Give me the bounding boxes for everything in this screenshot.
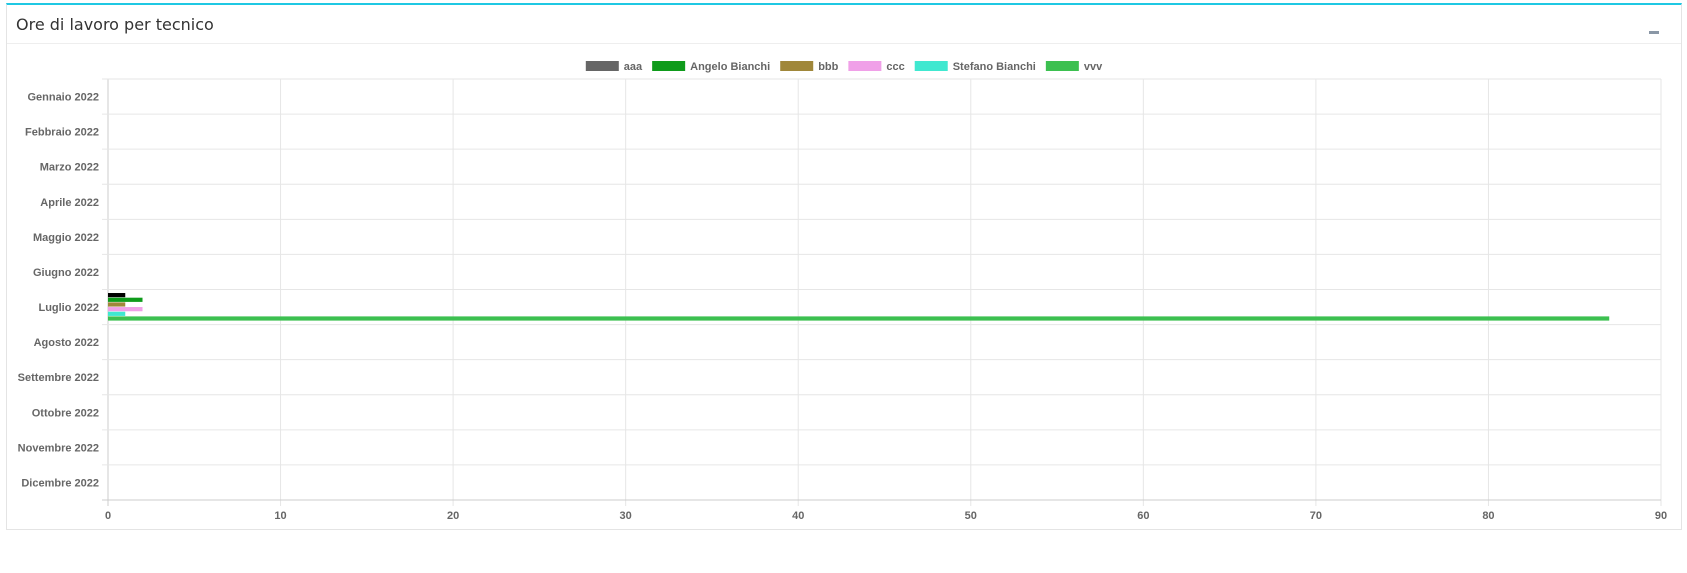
x-tick-label: 90: [1655, 510, 1667, 522]
y-tick-label: Marzo 2022: [40, 162, 99, 174]
bar-bbb[interactable]: [108, 302, 126, 307]
legend-swatch[interactable]: [914, 61, 948, 71]
legend-swatch[interactable]: [780, 61, 814, 71]
x-tick-label: 60: [1137, 510, 1149, 522]
panel-header: Ore di lavoro per tecnico: [7, 5, 1681, 44]
legend-swatch[interactable]: [585, 61, 619, 71]
legend-label-5[interactable]: vvv: [1084, 61, 1103, 73]
y-tick-label: Ottobre 2022: [32, 407, 99, 419]
legend-label-4[interactable]: Stefano Bianchi: [953, 61, 1036, 73]
bar-chart: aaa Angelo Bianchi bbb ccc Stefano Bianchi vv…: [7, 44, 1681, 529]
legend-swatch[interactable]: [1045, 61, 1079, 71]
x-tick-label: 40: [792, 510, 804, 522]
y-tick-label: Maggio 2022: [33, 232, 99, 244]
y-tick-label: Aprile 2022: [40, 197, 99, 209]
legend-swatch[interactable]: [848, 61, 882, 71]
legend-label-0[interactable]: aaa: [624, 61, 643, 73]
y-tick-label: Gennaio 2022: [27, 92, 99, 104]
chart-svg: aaa Angelo Bianchi bbb ccc Stefano Bianchi vv…: [18, 61, 1667, 522]
bar-aaa[interactable]: [108, 293, 126, 298]
y-tick-label: Agosto 2022: [34, 337, 99, 349]
chart-panel: Ore di lavoro per tecnico aaa Angelo Bian…: [6, 3, 1682, 530]
legend-label-3[interactable]: ccc: [886, 61, 904, 73]
minus-icon: [1649, 31, 1659, 34]
x-tick-label: 0: [105, 510, 111, 522]
legend-swatch[interactable]: [652, 61, 686, 71]
bar-stefano-bianchi[interactable]: [108, 311, 126, 316]
x-tick-label: 20: [447, 510, 459, 522]
x-tick-label: 30: [620, 510, 632, 522]
y-tick-label: Luglio 2022: [38, 302, 99, 314]
y-tick-label: Giugno 2022: [33, 267, 99, 279]
collapse-button[interactable]: [1649, 13, 1673, 35]
legend-label-2[interactable]: bbb: [818, 61, 838, 73]
y-tick-label: Settembre 2022: [18, 372, 99, 384]
bar-vvv[interactable]: [108, 316, 1610, 321]
y-tick-label: Novembre 2022: [18, 442, 99, 454]
panel-title: Ore di lavoro per tecnico: [16, 15, 214, 34]
legend-label-1[interactable]: Angelo Bianchi: [690, 61, 770, 73]
x-tick-label: 70: [1310, 510, 1322, 522]
y-tick-label: Dicembre 2022: [21, 477, 99, 489]
bar-ccc[interactable]: [108, 307, 143, 312]
bar-angelo-bianchi[interactable]: [108, 297, 143, 302]
x-tick-label: 10: [274, 510, 286, 522]
y-tick-label: Febbraio 2022: [25, 127, 99, 139]
x-tick-label: 50: [965, 510, 977, 522]
x-tick-label: 80: [1482, 510, 1494, 522]
